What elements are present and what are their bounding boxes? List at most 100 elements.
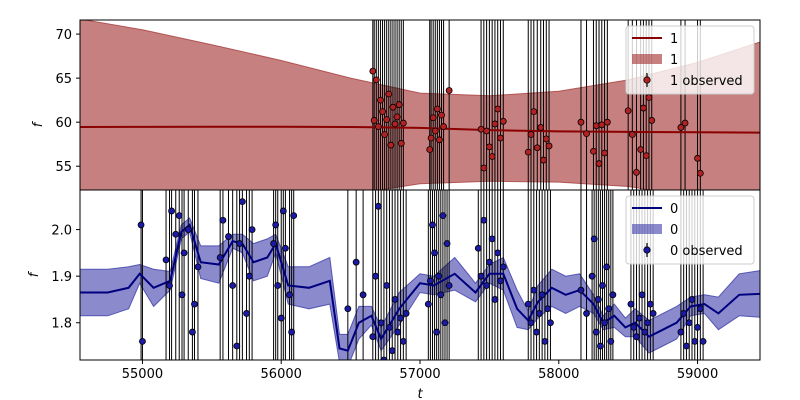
top-observed-point (583, 130, 590, 138)
bottom-observed-point (445, 282, 453, 289)
top-observed-point (524, 148, 532, 156)
bottom-panel: 1.8 1.9 2.0 f 0 0 0 observed (27, 189, 761, 361)
top-observed-point (485, 143, 493, 151)
top-observed-point (530, 108, 538, 116)
bottom-observed-point (635, 314, 643, 322)
bottom-observed-point (435, 272, 443, 280)
bottom-observed-point (189, 328, 196, 336)
top-y-tick-label: 65 (55, 72, 72, 87)
top-observed-point (497, 134, 504, 142)
top-observed-point (391, 120, 399, 128)
bottom-observed-point (688, 296, 696, 303)
top-observed-point (426, 146, 434, 153)
top-observed-point (628, 131, 636, 138)
bottom-observed-point (391, 296, 399, 303)
bottom-observed-point (437, 291, 445, 299)
top-observed-point (592, 122, 600, 130)
top-observed-point (397, 139, 405, 147)
bottom-observed-point (641, 328, 649, 336)
bottom-observed-point (427, 277, 434, 285)
bottom-observed-point (399, 337, 407, 345)
bottom-observed-point (377, 319, 385, 327)
bottom-observed-point (236, 240, 243, 247)
bottom-observed-point (270, 240, 277, 247)
top-observed-point (696, 169, 704, 177)
bottom-plot-area (80, 190, 760, 360)
bottom-observed-point (429, 221, 436, 229)
bottom-observed-point (497, 277, 504, 285)
bottom-observed-point (369, 333, 377, 341)
top-observed-point (477, 125, 485, 133)
top-observed-point (598, 121, 606, 129)
bottom-observed-point (439, 212, 447, 220)
bottom-observed-point (344, 305, 352, 313)
bottom-observed-point (274, 282, 282, 289)
bottom-observed-point (245, 272, 253, 280)
bottom-observed-point (394, 328, 402, 336)
bottom-observed-point (225, 233, 232, 240)
top-observed-point (494, 105, 502, 113)
top-observed-point (395, 101, 403, 108)
bottom-observed-point (609, 291, 617, 299)
bottom-observed-point (491, 296, 499, 303)
bottom-observed-point (480, 216, 488, 224)
bottom-observed-point (233, 342, 241, 350)
bottom-observed-point (216, 254, 224, 261)
bottom-observed-point (178, 291, 186, 299)
top-legend-band-swatch (632, 54, 662, 64)
bottom-observed-point (139, 337, 146, 345)
bottom-observed-point (243, 310, 250, 317)
bottom-observed-point (646, 300, 654, 308)
bottom-observed-point (191, 300, 198, 308)
top-observed-point (542, 135, 550, 143)
bottom-y-tick-label: 1.8 (51, 317, 72, 332)
bottom-observed-point (544, 305, 552, 313)
bottom-y-ticks: 1.8 1.9 2.0 (51, 224, 80, 332)
bottom-observed-point (352, 258, 360, 266)
bottom-observed-point (590, 235, 598, 243)
bottom-observed-point (547, 319, 554, 327)
bottom-legend-label-observed: 0 observed (670, 244, 743, 259)
bottom-observed-point (644, 319, 651, 327)
top-legend-label-observed: 1 observed (670, 74, 743, 89)
top-y-tick-label: 70 (55, 28, 72, 43)
top-confidence-band (80, 20, 760, 190)
bottom-observed-point (533, 328, 540, 336)
top-observed-point (577, 118, 585, 126)
bottom-observed-point (607, 337, 615, 345)
top-observed-point (427, 134, 435, 142)
bottom-observed-point (527, 319, 535, 327)
top-observed-point (603, 118, 611, 126)
top-observed-point (429, 114, 437, 122)
bottom-observed-point (588, 272, 596, 280)
top-observed-point (385, 90, 393, 98)
bottom-observed-point (530, 286, 538, 294)
top-observed-point (637, 146, 645, 153)
top-observed-point (595, 160, 603, 167)
x-axis-label: t (417, 387, 423, 400)
top-observed-point (694, 154, 701, 162)
top-observed-point (374, 123, 382, 130)
top-observed-point (533, 144, 541, 152)
bottom-observed-point (248, 226, 256, 233)
top-observed-point (483, 127, 491, 135)
bottom-observed-point (219, 216, 227, 224)
top-observed-point (540, 156, 547, 164)
top-observed-point (389, 103, 397, 111)
top-observed-point (645, 94, 653, 101)
bottom-observed-point (374, 202, 382, 210)
bottom-observed-point (184, 226, 192, 233)
top-observed-point (438, 111, 445, 119)
top-observed-point (633, 168, 640, 176)
top-observed-point (677, 124, 685, 131)
top-observed-point (377, 96, 384, 104)
bottom-observed-point (290, 212, 298, 220)
bottom-observed-point (137, 221, 145, 229)
x-tick-label: 59000 (677, 367, 718, 382)
bottom-observed-point (685, 319, 693, 327)
top-observed-point (399, 119, 407, 127)
bottom-observed-point (380, 356, 388, 360)
bottom-observed-point (488, 235, 496, 243)
top-observed-point (590, 147, 597, 155)
